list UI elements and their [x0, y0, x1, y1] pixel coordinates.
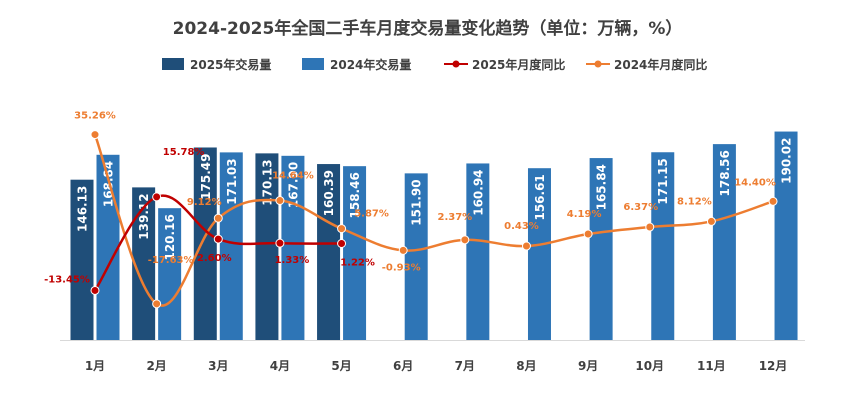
point-2024-7 — [460, 235, 470, 245]
point-2024-4 — [275, 196, 285, 206]
point-2024-6 — [398, 245, 408, 255]
point-label-2025-5: 1.22% — [340, 257, 375, 268]
chart-title: 2024-2025年全国二手车月度交易量变化趋势（单位：万辆，%） — [172, 19, 683, 39]
x-tick-3: 3月 — [208, 359, 228, 373]
x-tick-7: 7月 — [455, 359, 475, 373]
x-tick-8: 8月 — [516, 359, 536, 373]
x-tick-12: 12月 — [759, 359, 788, 373]
point-2025-3 — [213, 234, 223, 244]
bar-2024-3 — [219, 152, 243, 340]
point-label-2024-1: 35.26% — [74, 111, 116, 122]
point-label-2024-2: -17.63% — [148, 255, 194, 266]
point-label-2025-1: -13.45% — [44, 274, 90, 285]
legend-swatch-1 — [162, 58, 184, 70]
x-tick-10: 10月 — [635, 359, 664, 373]
legend-label-1: 2025年交易量 — [190, 57, 271, 72]
legend-label-2: 2024年交易量 — [330, 57, 411, 72]
point-2024-9 — [583, 229, 593, 239]
point-label-2024-3: 9.12% — [187, 197, 222, 208]
point-label-2024-11: 8.12% — [677, 196, 712, 207]
bar-2025-1 — [70, 179, 94, 340]
bar-label-2025-3: 175.49 — [199, 153, 213, 199]
bar-2024-6 — [404, 173, 428, 340]
legend-label-3: 2025年月度同比 — [472, 57, 565, 72]
bar-2024-11 — [712, 144, 736, 340]
x-tick-4: 4月 — [270, 359, 290, 373]
point-label-2025-2: 15.78% — [163, 147, 205, 158]
bar-label-2025-5: 160.39 — [322, 170, 336, 216]
bar-label-2024-2: 120.16 — [163, 214, 177, 260]
bar-label-2025-1: 146.13 — [76, 186, 90, 232]
point-2025-4 — [275, 238, 285, 248]
point-label-2024-8: 0.43% — [504, 221, 539, 232]
bar-label-2024-10: 171.15 — [656, 158, 670, 204]
point-label-2024-12: 14.40% — [734, 177, 776, 188]
point-label-2024-4: 14.64% — [272, 171, 314, 182]
bar-label-2024-8: 156.61 — [533, 174, 547, 220]
x-tick-1: 1月 — [85, 359, 105, 373]
point-label-2025-3: 2.60% — [197, 253, 232, 264]
point-2024-1 — [90, 130, 100, 140]
x-tick-6: 6月 — [393, 359, 413, 373]
bar-2025-2 — [132, 187, 156, 340]
point-label-2024-5: 5.87% — [354, 209, 389, 220]
point-2024-2 — [152, 299, 162, 309]
bar-2025-5 — [317, 164, 341, 340]
bar-label-2024-11: 178.56 — [718, 150, 732, 196]
point-2025-5 — [337, 238, 347, 248]
bar-label-2025-2: 139.12 — [137, 193, 151, 239]
bar-2024-8 — [527, 168, 551, 340]
bar-2024-9 — [589, 158, 613, 340]
bar-label-2024-7: 160.94 — [471, 169, 485, 215]
bar-2024-12 — [774, 131, 798, 340]
point-2025-1 — [90, 285, 100, 295]
legend-label-4: 2024年月度同比 — [614, 57, 707, 72]
x-tick-2: 2月 — [146, 359, 166, 373]
bar-2024-10 — [651, 152, 675, 340]
bar-label-2024-9: 165.84 — [595, 164, 609, 210]
point-label-2024-10: 6.37% — [623, 202, 658, 213]
bar-label-2025-4: 170.13 — [260, 159, 274, 205]
point-2024-8 — [521, 241, 531, 251]
bar-2025-3 — [193, 147, 217, 340]
legend-swatch-2 — [302, 58, 324, 70]
legend-marker-4 — [594, 60, 602, 68]
point-2024-10 — [645, 222, 655, 232]
point-label-2025-4: 1.33% — [275, 255, 310, 266]
bar-label-2024-6: 151.90 — [410, 179, 424, 225]
point-2024-11 — [706, 216, 716, 226]
x-tick-11: 11月 — [697, 359, 726, 373]
bar-label-2024-4: 167.90 — [286, 162, 300, 208]
bar-label-2024-5: 158.46 — [348, 172, 362, 218]
point-label-2024-9: 4.19% — [567, 209, 602, 220]
bar-label-2024-3: 171.03 — [225, 158, 239, 204]
x-tick-9: 9月 — [578, 359, 598, 373]
bar-2024-5 — [343, 166, 367, 340]
point-label-2024-7: 2.37% — [437, 212, 472, 223]
bar-2024-7 — [466, 163, 490, 340]
x-tick-5: 5月 — [331, 359, 351, 373]
point-label-2024-6: -0.93% — [382, 262, 421, 273]
point-2024-12 — [768, 196, 778, 206]
legend-marker-3 — [452, 60, 460, 68]
bar-2024-2 — [158, 208, 182, 340]
point-2024-3 — [213, 213, 223, 223]
point-2025-2 — [152, 192, 162, 202]
line-2025-yoy — [93, 194, 342, 292]
bar-label-2024-12: 190.02 — [780, 138, 794, 184]
point-2024-5 — [337, 224, 347, 234]
